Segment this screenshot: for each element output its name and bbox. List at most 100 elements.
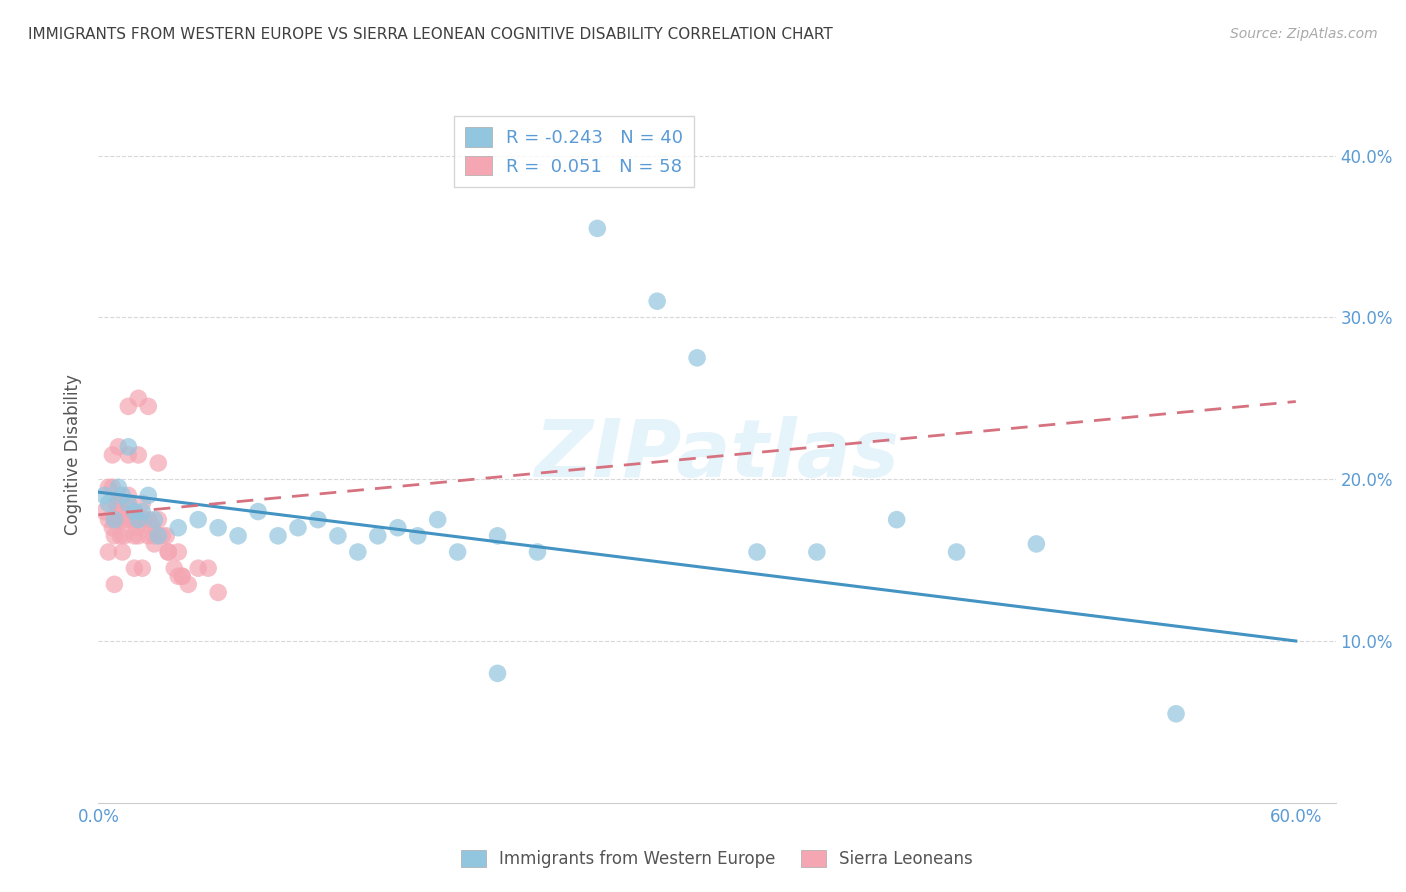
Point [486,529,509,543]
Point [107,496,129,510]
Point [387,521,409,535]
Text: ZIPatlas: ZIPatlas [534,416,900,494]
Point [148,513,170,527]
Point [1164,706,1187,721]
Point [406,529,429,543]
Point [526,545,548,559]
Point [110,529,132,543]
Point [93,504,115,518]
Point [124,561,146,575]
Text: IMMIGRANTS FROM WESTERN EUROPE VS SIERRA LEONEAN COGNITIVE DISABILITY CORRELATIO: IMMIGRANTS FROM WESTERN EUROPE VS SIERRA… [28,27,832,42]
Point [745,545,768,559]
Point [93,488,115,502]
Point [101,521,124,535]
Point [207,585,229,599]
Point [326,529,349,543]
Point [446,545,468,559]
Point [97,513,120,527]
Point [107,440,129,454]
Point [143,513,166,527]
Point [167,521,190,535]
Point [143,537,166,551]
Point [163,561,186,575]
Point [127,513,149,527]
Point [945,545,967,559]
Point [127,529,149,543]
Point [136,529,159,543]
Point [111,504,134,518]
Point [117,496,139,510]
Point [586,221,609,235]
Point [207,521,229,535]
Point [117,400,139,414]
Point [148,529,170,543]
Legend: Immigrants from Western Europe, Sierra Leoneans: Immigrants from Western Europe, Sierra L… [454,843,980,874]
Point [267,529,290,543]
Point [136,488,159,502]
Point [120,513,142,527]
Point [105,496,128,510]
Point [148,456,170,470]
Point [686,351,709,365]
Point [124,504,146,518]
Point [197,561,219,575]
Point [157,545,180,559]
Point [187,561,209,575]
Point [117,440,139,454]
Point [103,577,125,591]
Point [177,577,200,591]
Point [97,480,120,494]
Point [247,504,270,518]
Point [111,545,134,559]
Point [486,666,509,681]
Point [111,488,134,502]
Point [167,569,190,583]
Point [307,513,329,527]
Point [97,496,120,510]
Point [226,529,249,543]
Point [347,545,370,559]
Point [127,392,149,406]
Point [172,569,194,583]
Point [111,513,134,527]
Y-axis label: Cognitive Disability: Cognitive Disability [65,375,83,535]
Point [124,529,146,543]
Point [155,529,177,543]
Point [115,496,138,510]
Point [150,529,173,543]
Point [107,504,129,518]
Point [112,529,135,543]
Point [117,513,139,527]
Point [143,529,166,543]
Point [426,513,449,527]
Point [101,448,124,462]
Point [806,545,828,559]
Point [127,513,149,527]
Point [287,521,309,535]
Point [117,488,139,502]
Point [167,545,190,559]
Point [97,545,120,559]
Point [103,513,125,527]
Point [367,529,389,543]
Point [131,504,153,518]
Point [131,496,153,510]
Point [131,561,153,575]
Point [134,513,156,527]
Point [125,521,148,535]
Point [103,513,125,527]
Point [127,448,149,462]
Point [886,513,908,527]
Point [136,513,159,527]
Point [172,569,194,583]
Text: Source: ZipAtlas.com: Source: ZipAtlas.com [1230,27,1378,41]
Point [187,513,209,527]
Point [107,480,129,494]
Point [124,513,146,527]
Point [107,513,129,527]
Point [645,294,668,309]
Point [117,448,139,462]
Point [101,480,124,494]
Point [136,400,159,414]
Point [103,529,125,543]
